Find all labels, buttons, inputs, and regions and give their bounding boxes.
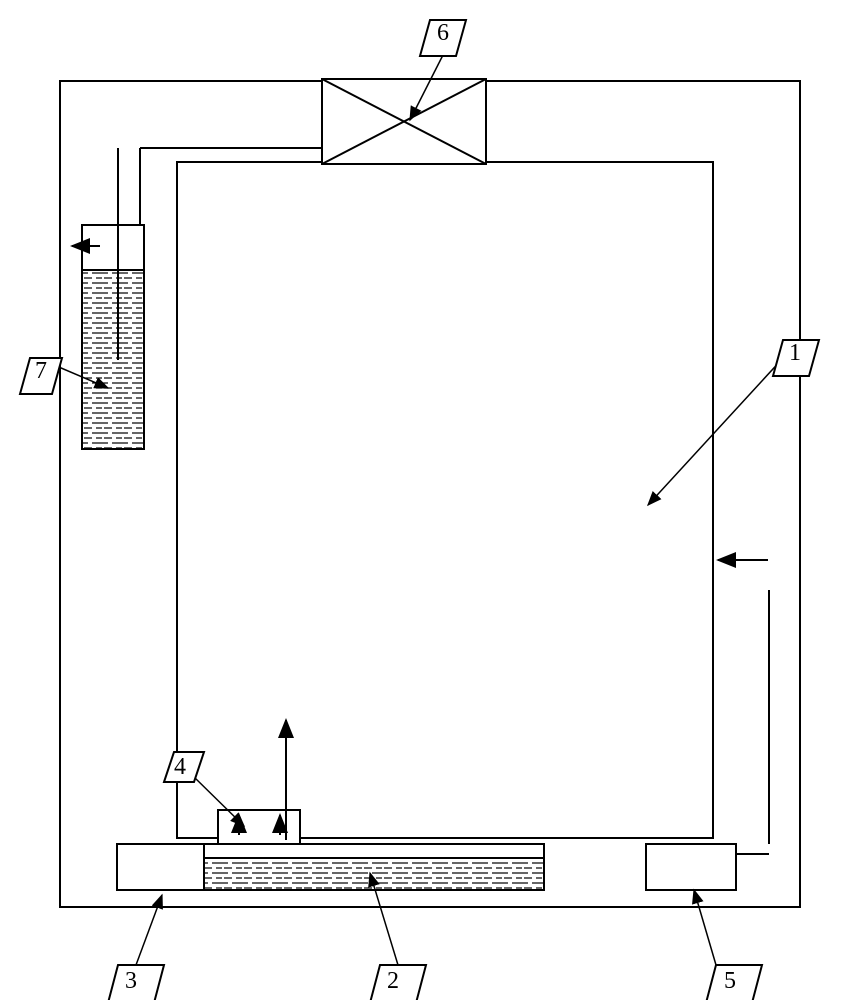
svg-text:7: 7 <box>35 358 47 384</box>
svg-text:3: 3 <box>125 968 137 994</box>
svg-text:4: 4 <box>174 754 186 780</box>
svg-text:1: 1 <box>789 340 801 366</box>
svg-text:6: 6 <box>437 20 449 46</box>
svg-text:2: 2 <box>387 968 399 994</box>
svg-text:5: 5 <box>724 968 736 994</box>
schematic-diagram: 1 2 3 4 5 6 7 <box>0 0 867 1000</box>
